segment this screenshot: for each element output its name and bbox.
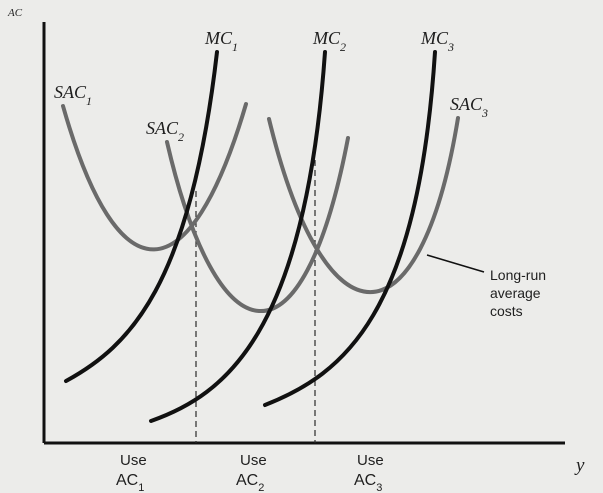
x-axis-label: y — [574, 455, 585, 476]
mc1-curve — [64, 50, 219, 383]
use-label-3-bottom: AC3 — [354, 472, 382, 493]
use-label-1-top: Use — [120, 452, 147, 469]
use-label-3-top: Use — [357, 452, 384, 469]
sac1-curve — [61, 102, 248, 252]
sac2-curve — [165, 136, 350, 313]
long-run-average-costs-line-2: average — [490, 285, 541, 301]
use-label-1-bottom: AC1 — [116, 472, 144, 493]
use-label-2-bottom: AC2 — [236, 472, 264, 493]
sac3-label: SAC3 — [450, 94, 488, 120]
mc1-label: MC1 — [204, 28, 238, 54]
long-run-average-costs-line-3: costs — [490, 303, 523, 319]
mc2-label: MC2 — [312, 28, 346, 54]
sac2-label: SAC2 — [146, 118, 184, 144]
sac1-label: SAC1 — [54, 82, 92, 108]
long-run-average-cost-pointer — [426, 254, 485, 273]
long-run-average-costs-line-1: Long-run — [490, 267, 546, 283]
use-label-2-top: Use — [240, 452, 267, 469]
sac3-curve — [267, 116, 460, 295]
mc2-curve — [149, 50, 327, 423]
mc3-label: MC3 — [420, 28, 454, 54]
y-axis-label: AC — [7, 7, 23, 19]
mc3-curve — [263, 50, 437, 407]
